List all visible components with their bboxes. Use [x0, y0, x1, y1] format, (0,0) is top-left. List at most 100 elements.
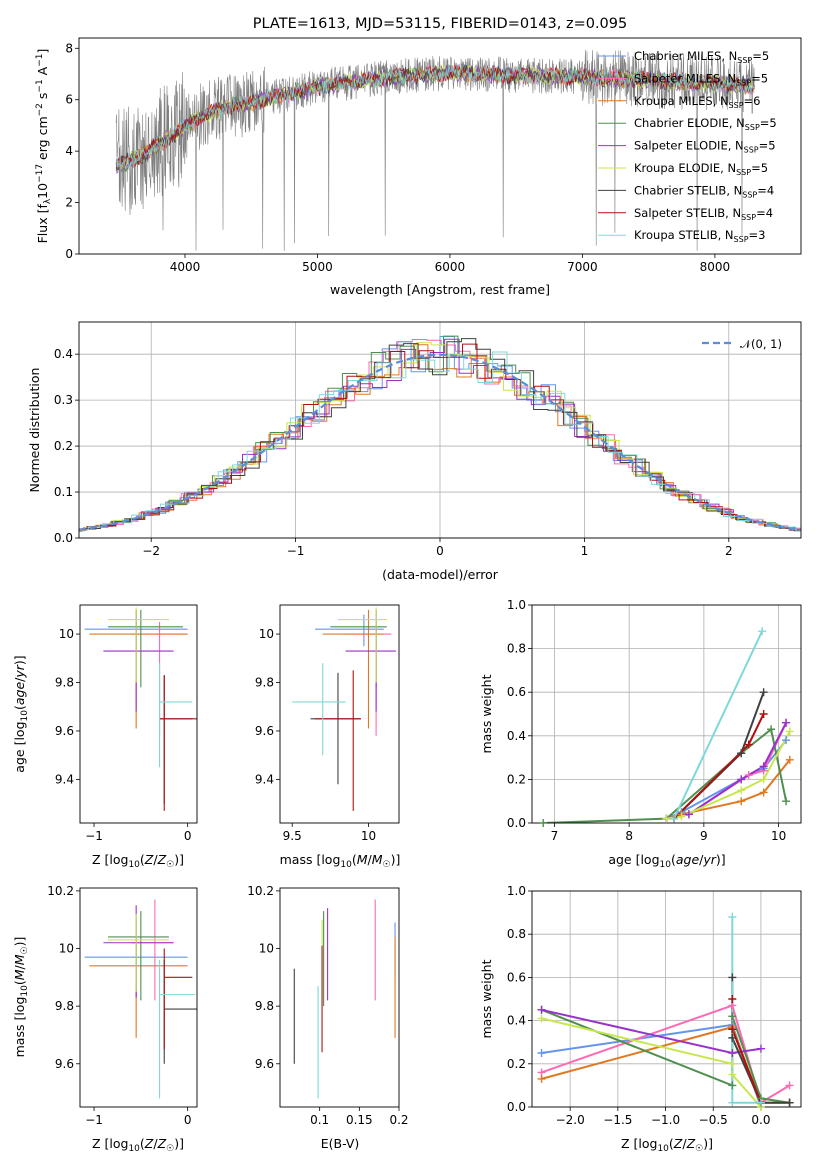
mass-weight-marker	[669, 814, 678, 823]
plot-area	[79, 335, 801, 532]
plot-area	[84, 899, 197, 1099]
mass-weight-marker	[785, 727, 794, 736]
mass-weight-marker	[758, 627, 767, 636]
mass-weight-marker	[744, 740, 753, 749]
y-tick-label: 1.0	[507, 598, 526, 612]
mass-vs-Z-y-label: mass [log10(M/M☉)]	[12, 937, 30, 1058]
figure-title: PLATE=1613, MJD=53115, FIBERID=0143, z=0…	[253, 16, 627, 32]
x-tick-label: 7000	[567, 260, 598, 274]
y-tick-label: 4	[65, 144, 73, 158]
axes-frame	[531, 604, 802, 824]
legend-entry: Chabrier MILES, NSSP=5	[634, 49, 769, 65]
data-spectrum	[115, 49, 755, 251]
y-tick-label: 0.0	[507, 1100, 526, 1114]
y-tick-label: 0.1	[54, 485, 73, 499]
y-tick-label: 10	[59, 627, 74, 641]
mass-weight-marker	[782, 797, 791, 806]
x-tick-label: −1.5	[603, 1113, 632, 1127]
y-tick-label: 6	[65, 93, 73, 107]
axes-frame	[78, 37, 802, 255]
x-tick-label: 10	[361, 829, 376, 843]
mass-weight-marker	[759, 775, 768, 784]
mass-vs-Z-x-label: Z [log10(Z/Z☉)]	[92, 1136, 184, 1154]
residual-axes: −2 −1 0 1 2 0.0 0.1 0.2 0.3 0.4	[54, 321, 802, 558]
residual-legend-label: 𝒩(0, 1)	[740, 337, 782, 351]
mw-vs-age-axes: 7 8 9 10 0.0 0.2 0.4 0.6 0.8 1.0	[507, 598, 802, 843]
x-tick-label: 0.0	[751, 1113, 770, 1127]
y-tick-label: 9.4	[55, 772, 74, 786]
y-tick-label: 9.6	[55, 1057, 74, 1071]
mass-weight-line	[673, 630, 764, 820]
y-tick-label: 10	[259, 627, 274, 641]
legend-entry: Kroupa ELODIE, NSSP=5	[634, 161, 768, 177]
histogram-series	[79, 343, 801, 532]
age-vs-mass-axes: 9.5 10 9.4 9.6 9.8 10	[255, 604, 400, 843]
y-tick-label: 10.2	[247, 884, 274, 898]
mw-vs-Z-x-label: Z [log10(Z/Z☉)]	[621, 1136, 713, 1154]
mass-weight-marker	[785, 1081, 794, 1090]
axes-frame	[279, 604, 400, 824]
y-tick-label: 9.8	[255, 676, 274, 690]
x-tick-label: 2	[725, 544, 733, 558]
model-spectrum	[115, 64, 755, 170]
mass-weight-marker	[737, 775, 746, 784]
y-tick-label: 9.6	[255, 724, 274, 738]
mass-weight-line	[541, 1004, 791, 1105]
mass-weight-marker	[767, 725, 776, 734]
mass-weight-marker	[756, 1098, 765, 1107]
residual-y-label: Normed distribution	[27, 368, 42, 493]
y-tick-label: 0	[65, 247, 73, 261]
residual-x-label: (data-model)/error	[382, 567, 499, 582]
x-tick-label: 0.1	[310, 1113, 329, 1127]
legend-entry: Kroupa STELIB, NSSP=3	[634, 228, 765, 244]
y-tick-label: 0.3	[54, 393, 73, 407]
mass-weight-marker	[728, 973, 737, 982]
age-vs-Z-x-label: Z [log10(Z/Z☉)]	[92, 852, 184, 870]
mass-weight-marker	[785, 755, 794, 764]
y-tick-label: 0.6	[507, 685, 526, 699]
y-tick-label: 0.2	[507, 772, 526, 786]
mw-vs-age-y-label: mass weight	[479, 674, 494, 753]
y-tick-label: 9.6	[55, 724, 74, 738]
x-tick-label: 0	[184, 829, 192, 843]
mass-weight-marker	[728, 1081, 737, 1090]
y-tick-label: 9.8	[55, 676, 74, 690]
y-tick-label: 9.6	[255, 1057, 274, 1071]
mass-weight-marker	[759, 688, 768, 697]
mass-weight-marker	[728, 1033, 737, 1042]
y-tick-label: 0.4	[507, 1014, 526, 1028]
mass-weight-marker	[537, 1074, 546, 1083]
x-tick-label: −1	[85, 829, 103, 843]
spectrum-y-label: Flux [fλ10−17 erg cm−2 s−1 A−1]	[35, 49, 53, 244]
normal-reference-curve	[79, 353, 801, 531]
x-tick-label: −2	[142, 544, 160, 558]
age-vs-mass-x-label: mass [log10(M/M☉)]	[280, 852, 401, 870]
mass-weight-marker	[728, 912, 737, 921]
y-tick-label: 0.8	[507, 927, 526, 941]
y-tick-label: 0.2	[54, 439, 73, 453]
mass-weight-line	[541, 1008, 762, 1055]
y-tick-label: 0.4	[54, 347, 73, 361]
mass-weight-marker	[677, 812, 686, 821]
mass-weight-line	[666, 730, 791, 820]
mass-weight-marker	[728, 1025, 737, 1034]
x-tick-label: 9	[700, 829, 708, 843]
x-tick-label: 10	[771, 829, 786, 843]
x-tick-label: 9.5	[283, 829, 302, 843]
plot-area	[543, 630, 791, 823]
mass-weight-marker	[756, 1044, 765, 1053]
x-tick-label: 4000	[170, 260, 201, 274]
y-tick-label: 0.8	[507, 642, 526, 656]
mw-vs-Z-y-label: mass weight	[479, 959, 494, 1038]
mass-weight-marker	[728, 995, 737, 1003]
histogram-series	[79, 342, 801, 532]
mass-weight-marker	[759, 762, 768, 771]
age-vs-Z-y-label: age [log10(age/yr)]	[12, 655, 30, 772]
plot-area	[293, 899, 396, 1099]
y-tick-label: 1.0	[507, 884, 526, 898]
x-tick-label: 0.15	[346, 1113, 373, 1127]
mass-weight-marker	[737, 786, 746, 795]
mass-vs-ebv-axes: 0.1 0.15 0.2 9.6 9.8 10 10.2	[247, 884, 408, 1127]
mass-weight-marker	[539, 819, 548, 827]
plot-area	[541, 916, 791, 1107]
